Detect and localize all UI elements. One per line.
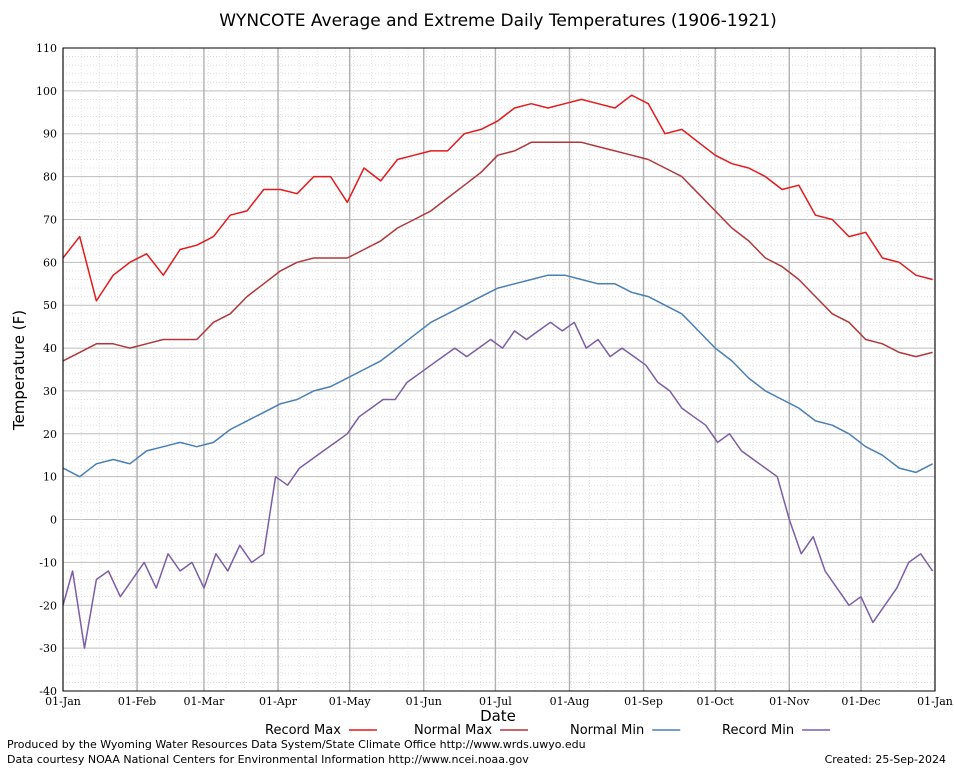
y-tick-label: 50 [43,299,57,312]
y-tick-label: 10 [43,471,57,484]
x-tick-label: 01-Jan [917,695,953,708]
data-courtesy-credit: Data courtesy NOAA National Centers for … [7,753,529,766]
y-tick-label: -10 [39,556,57,569]
plot-frame [62,47,936,692]
y-tick-label: 20 [43,428,57,441]
x-tick-labels: 01-Jan 01-Feb 01-Mar 01-Apr 01-May 01-Jun 01-J… [45,695,953,708]
x-tick-label: 01-Feb [118,695,156,708]
chart-series [62,94,934,649]
legend-label: Record Min [722,723,794,738]
legend-label: Record Max [265,723,341,738]
x-tick-label: 01-Apr [259,695,298,708]
x-tick-label: 01-Dec [841,695,880,708]
y-tick-label: 60 [43,256,57,269]
x-tick-label: 01-Sep [624,695,663,708]
x-tick-label: 01-Mar [184,695,226,708]
x-tick-label: 01-Oct [697,695,735,708]
produced-by-credit: Produced by the Wyoming Water Resources … [7,738,586,751]
y-tick-label: 40 [43,342,57,355]
chart-grid [62,47,936,692]
x-tick-label: 01-Aug [550,695,590,708]
y-tick-label: 30 [43,385,57,398]
chart-title: WYNCOTE Average and Extreme Daily Temper… [219,11,777,31]
x-tick-label: 01-Nov [769,695,810,708]
legend-label: Normal Min [570,723,644,738]
y-tick-label: 100 [36,85,57,98]
y-tick-label: -30 [39,642,57,655]
series-line-record-min [62,321,934,649]
y-tick-label: -20 [39,599,57,612]
x-tick-label: 01-Jul [479,695,512,708]
legend-label: Normal Max [414,723,492,738]
y-tick-label: 0 [50,514,57,527]
y-tick-label: -40 [39,685,57,698]
chart-legend: Record Max Normal Max Normal Min Record Min [265,723,831,738]
x-tick-label: 01-Jan [45,695,81,708]
y-tick-label: 110 [36,42,57,55]
y-axis-title: Temperature (F) [10,310,28,431]
x-tick-label: 01-May [329,695,372,708]
series-line-record-max [62,94,933,302]
x-axis-title: Date [480,707,516,725]
x-tick-label: 01-Jun [406,695,442,708]
y-tick-labels: -40 -30 -20 -10 0 10 20 30 40 50 60 70 80 90 100 110 [36,42,57,698]
series-line-normal-max [62,141,933,362]
y-tick-label: 90 [43,128,57,141]
series-line-normal-min [62,274,933,478]
created-date: Created: 25-Sep-2024 [824,753,946,766]
y-tick-label: 70 [43,213,57,226]
y-tick-label: 80 [43,171,57,184]
